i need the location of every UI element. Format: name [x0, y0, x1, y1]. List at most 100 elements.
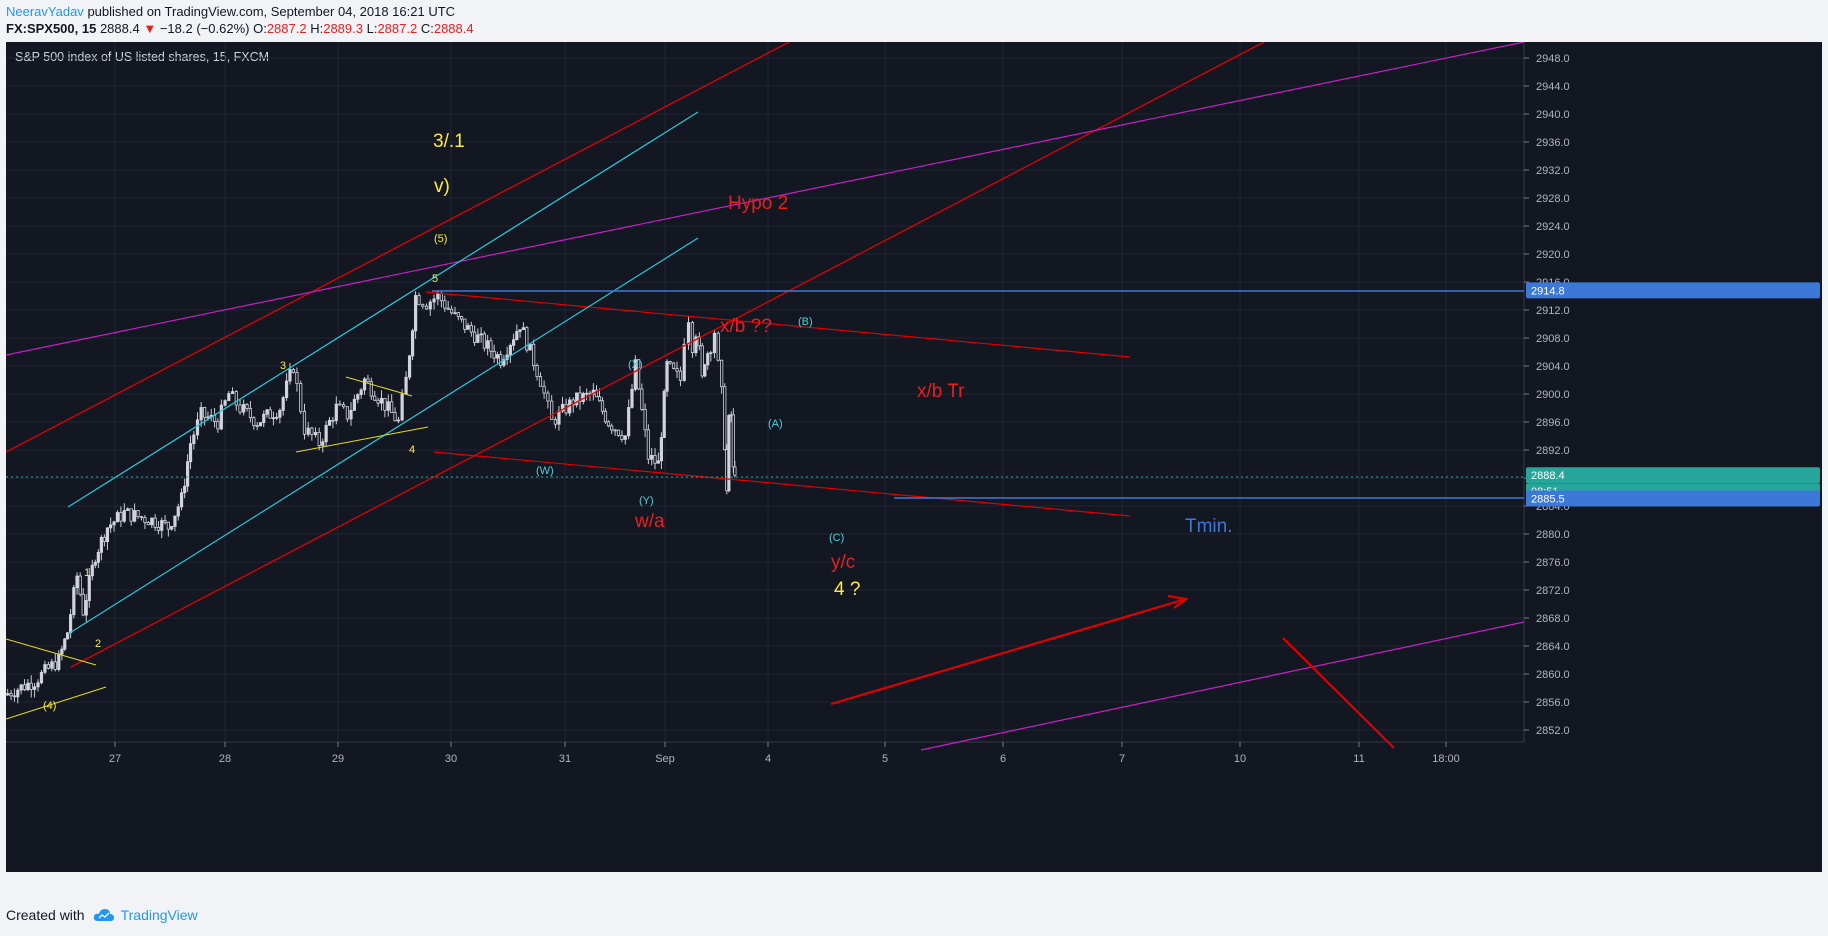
symbol-label: FX:SPX500, 15 [6, 21, 97, 36]
candle-body [268, 409, 272, 419]
candle-body [613, 429, 617, 432]
candle-body [518, 329, 522, 332]
time-tick-label: 6 [1000, 753, 1006, 765]
price-axis[interactable] [1524, 42, 1822, 872]
wave-label: (W) [536, 465, 554, 477]
candle-body [432, 298, 436, 303]
candle-body [640, 388, 644, 410]
time-tick-label: 27 [109, 753, 121, 765]
candle-body [393, 412, 397, 422]
candle-body [571, 399, 575, 406]
wave-label: (4) [43, 700, 56, 712]
candle-body [219, 404, 223, 430]
candle-body [109, 524, 113, 529]
candle-body [248, 408, 253, 419]
candle-body [96, 551, 100, 563]
candle-body [646, 429, 650, 460]
candle-body [410, 330, 415, 357]
time-tick-label: 7 [1119, 753, 1125, 765]
magenta-line-upper[interactable] [6, 42, 1525, 356]
candle-body [81, 593, 85, 616]
time-tick-label: 28 [219, 753, 231, 765]
candle-body [238, 404, 242, 413]
candle-body [93, 561, 97, 566]
candle-body [594, 389, 599, 398]
price-chart[interactable]: S&P 500 index of US listed shares, 15, F… [6, 42, 1822, 872]
candle-body [327, 419, 332, 426]
candle-body [610, 425, 614, 431]
candle-body [60, 648, 64, 655]
candle-body [407, 355, 412, 378]
candle-body [659, 437, 664, 462]
yellow-wedge-upper[interactable] [345, 376, 413, 397]
price-tick-label: 2900.0 [1536, 389, 1570, 401]
chart-background [6, 42, 1822, 872]
candle-body [338, 403, 342, 406]
red-channel-upper[interactable] [6, 42, 790, 453]
chart-container[interactable]: S&P 500 index of US listed shares, 15, F… [6, 42, 1822, 872]
candle-body [557, 410, 561, 425]
candle-body [16, 689, 20, 698]
yellow-triangle-lower[interactable] [6, 686, 107, 720]
candle-body [653, 455, 657, 464]
wave-label: (B) [798, 316, 813, 328]
candle-body [183, 485, 187, 494]
candle-body [84, 600, 88, 616]
candle-body [36, 682, 40, 688]
last-price-tag: 2888.4 [1531, 470, 1565, 482]
red-arrow-down[interactable] [1282, 637, 1395, 749]
candle-body [627, 407, 631, 437]
red-wedge-upper[interactable] [425, 291, 1131, 358]
candle-body [29, 682, 33, 690]
red-arrow-up-head[interactable] [1167, 594, 1189, 609]
candle-body [160, 520, 164, 531]
red-wedge-lower[interactable] [433, 451, 1131, 517]
candle-body [362, 378, 367, 391]
candle-body [72, 587, 76, 616]
candle-body [321, 441, 325, 446]
candle-body [57, 653, 61, 670]
tradingview-link[interactable]: TradingView [93, 907, 198, 923]
candle-body [439, 292, 444, 302]
candle-body [469, 325, 473, 333]
yellow-wedge-lower[interactable] [295, 426, 429, 453]
cyan-channel-upper[interactable] [67, 111, 699, 508]
candle-body [521, 327, 525, 331]
wave-label: x/b ?? [720, 316, 772, 337]
resistance-price-tag-bg [1526, 282, 1820, 299]
candle-body [19, 684, 23, 691]
candle-body [139, 516, 144, 518]
price-tick-label: 2936.0 [1536, 137, 1570, 149]
magenta-line-lower[interactable] [920, 621, 1525, 751]
wave-label: (5) [434, 233, 447, 245]
candle-body [515, 331, 519, 341]
price-tick-label: 2856.0 [1536, 697, 1570, 709]
wave-label: 4 [409, 444, 415, 456]
price-tick-label: 2852.0 [1536, 725, 1570, 737]
price-tick-label: 2948.0 [1536, 53, 1570, 65]
candle-body [492, 350, 496, 359]
candle-body [716, 332, 720, 361]
author-link[interactable]: NeeravYadav [6, 4, 84, 19]
yellow-triangle-upper[interactable] [6, 638, 97, 666]
candle-body [436, 292, 440, 300]
candle-body [417, 295, 421, 306]
candle-body [105, 527, 110, 542]
candle-body [727, 415, 731, 492]
candle-body [39, 671, 44, 684]
wave-label: Hypo 2 [728, 193, 788, 214]
candle-body [550, 400, 554, 420]
candle-body [26, 682, 30, 691]
down-triangle-icon: ▼ [143, 21, 157, 36]
red-channel-lower[interactable] [70, 42, 1265, 668]
candle-body [234, 391, 238, 406]
candle-body [115, 512, 120, 523]
low-label: L: [366, 21, 378, 36]
candle-body [345, 406, 350, 420]
candle-body [136, 510, 140, 517]
candle-body [706, 353, 710, 366]
red-arrow-up-shaft[interactable] [830, 597, 1187, 706]
candle-body [489, 340, 493, 352]
time-tick-label: 11 [1353, 753, 1364, 765]
tradingview-brand: TradingView [120, 907, 198, 923]
